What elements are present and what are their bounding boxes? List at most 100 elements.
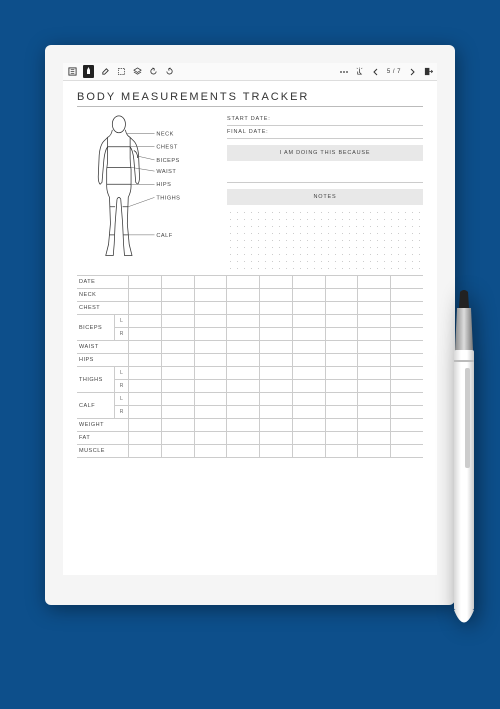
prev-page-icon[interactable] (371, 67, 381, 77)
table-cell[interactable] (195, 341, 228, 353)
undo-icon[interactable] (148, 67, 158, 77)
table-cell[interactable] (195, 445, 228, 457)
table-cell[interactable] (326, 393, 359, 405)
table-cell[interactable] (358, 302, 391, 314)
table-cell[interactable] (293, 341, 326, 353)
start-date-field[interactable]: START DATE: (227, 113, 423, 126)
table-cell[interactable] (358, 328, 391, 340)
table-cell[interactable] (227, 315, 260, 327)
table-cell[interactable] (195, 406, 228, 418)
table-cell[interactable] (195, 380, 228, 392)
table-cell[interactable] (391, 289, 423, 301)
table-cell[interactable] (129, 393, 162, 405)
table-cell[interactable] (260, 354, 293, 366)
table-cell[interactable] (129, 432, 162, 444)
touch-icon[interactable] (355, 67, 365, 77)
table-cell[interactable] (391, 406, 423, 418)
table-cell[interactable] (358, 315, 391, 327)
table-cell[interactable] (162, 445, 195, 457)
table-cell[interactable] (162, 302, 195, 314)
table-cell[interactable] (326, 341, 359, 353)
table-cell[interactable] (358, 406, 391, 418)
table-cell[interactable] (326, 276, 359, 288)
table-cell[interactable] (358, 276, 391, 288)
table-cell[interactable] (326, 432, 359, 444)
table-cell[interactable] (129, 445, 162, 457)
table-cell[interactable] (227, 367, 260, 379)
table-cell[interactable] (391, 380, 423, 392)
table-cell[interactable] (391, 328, 423, 340)
table-cell[interactable] (129, 367, 162, 379)
table-cell[interactable] (293, 289, 326, 301)
table-cell[interactable] (260, 406, 293, 418)
table-cell[interactable] (358, 367, 391, 379)
table-cell[interactable] (293, 445, 326, 457)
table-cell[interactable] (227, 419, 260, 431)
table-cell[interactable] (129, 315, 162, 327)
table-cell[interactable] (129, 354, 162, 366)
table-cell[interactable] (358, 432, 391, 444)
table-cell[interactable] (227, 406, 260, 418)
table-cell[interactable] (129, 289, 162, 301)
table-cell[interactable] (227, 276, 260, 288)
table-cell[interactable] (195, 276, 228, 288)
pen-tool-icon[interactable] (83, 65, 94, 78)
table-cell[interactable] (260, 445, 293, 457)
table-cell[interactable] (293, 315, 326, 327)
table-cell[interactable] (293, 328, 326, 340)
table-cell[interactable] (195, 367, 228, 379)
table-cell[interactable] (391, 419, 423, 431)
table-cell[interactable] (326, 419, 359, 431)
next-page-icon[interactable] (407, 67, 417, 77)
table-cell[interactable] (129, 419, 162, 431)
table-cell[interactable] (326, 315, 359, 327)
table-cell[interactable] (326, 406, 359, 418)
table-cell[interactable] (293, 380, 326, 392)
table-cell[interactable] (293, 354, 326, 366)
table-cell[interactable] (227, 302, 260, 314)
table-cell[interactable] (162, 419, 195, 431)
table-cell[interactable] (391, 315, 423, 327)
table-cell[interactable] (162, 354, 195, 366)
table-cell[interactable] (162, 289, 195, 301)
table-cell[interactable] (227, 341, 260, 353)
table-cell[interactable] (293, 302, 326, 314)
table-cell[interactable] (195, 393, 228, 405)
table-cell[interactable] (293, 393, 326, 405)
table-cell[interactable] (162, 393, 195, 405)
table-cell[interactable] (129, 328, 162, 340)
table-cell[interactable] (358, 354, 391, 366)
table-cell[interactable] (162, 341, 195, 353)
table-cell[interactable] (162, 380, 195, 392)
table-cell[interactable] (391, 341, 423, 353)
table-cell[interactable] (293, 406, 326, 418)
table-cell[interactable] (391, 302, 423, 314)
table-cell[interactable] (162, 432, 195, 444)
table-cell[interactable] (260, 367, 293, 379)
table-cell[interactable] (195, 328, 228, 340)
table-cell[interactable] (326, 354, 359, 366)
table-cell[interactable] (358, 393, 391, 405)
table-cell[interactable] (391, 354, 423, 366)
table-cell[interactable] (260, 393, 293, 405)
redo-icon[interactable] (164, 67, 174, 77)
table-cell[interactable] (326, 289, 359, 301)
menu-icon[interactable] (67, 67, 77, 77)
table-cell[interactable] (129, 380, 162, 392)
table-cell[interactable] (293, 367, 326, 379)
table-cell[interactable] (391, 393, 423, 405)
table-cell[interactable] (326, 380, 359, 392)
table-cell[interactable] (195, 419, 228, 431)
table-cell[interactable] (260, 276, 293, 288)
table-cell[interactable] (326, 445, 359, 457)
table-cell[interactable] (358, 380, 391, 392)
table-cell[interactable] (358, 289, 391, 301)
table-cell[interactable] (162, 315, 195, 327)
table-cell[interactable] (293, 432, 326, 444)
table-cell[interactable] (391, 276, 423, 288)
table-cell[interactable] (260, 315, 293, 327)
table-cell[interactable] (129, 302, 162, 314)
table-cell[interactable] (227, 380, 260, 392)
notes-dot-grid[interactable] (227, 209, 423, 271)
table-cell[interactable] (326, 302, 359, 314)
